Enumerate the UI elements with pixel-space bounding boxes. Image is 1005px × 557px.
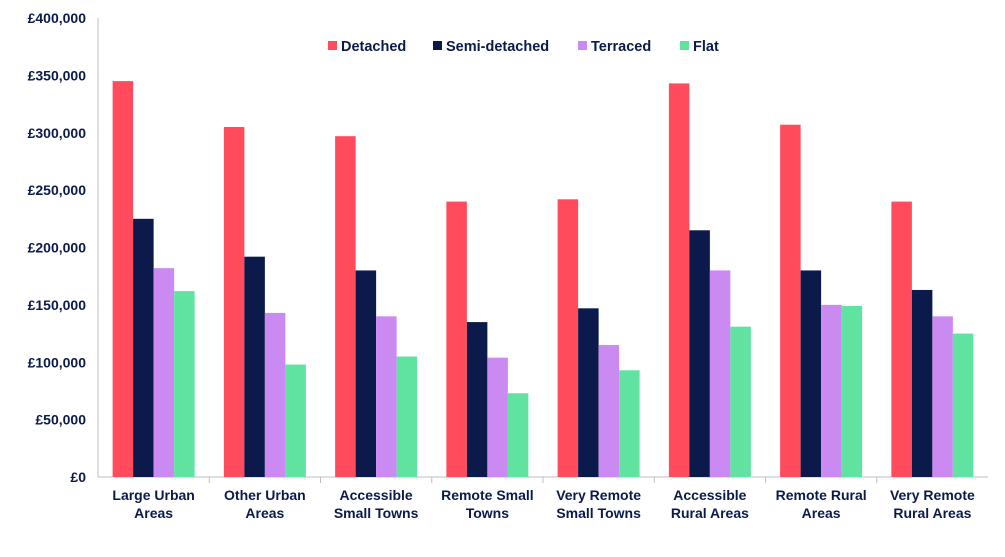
- y-tick-label: £300,000: [28, 125, 87, 141]
- y-tick-label: £0: [70, 469, 86, 485]
- bar-detached: [335, 136, 356, 477]
- x-tick-label: Areas: [802, 505, 841, 521]
- legend-item-flat: Flat: [680, 39, 719, 55]
- x-tick-label: Rural Areas: [893, 505, 971, 521]
- x-tick-label: Towns: [466, 505, 510, 521]
- legend-item-terraced: Terraced: [578, 39, 651, 55]
- bar-terraced: [264, 312, 286, 477]
- bar-terraced: [709, 270, 731, 477]
- axis-layer: £0 £50,000 £100,000 £150,000 £200,000 £250,00…: [28, 10, 988, 521]
- x-tick-label: Small Towns: [334, 505, 419, 521]
- bar-terraced: [932, 316, 953, 477]
- y-tick-label: £150,000: [28, 297, 87, 313]
- x-tick-label: Large Urban: [112, 487, 194, 503]
- bar-terraced: [598, 345, 620, 477]
- bar-semi-detached: [911, 289, 933, 477]
- legend-swatch: [328, 41, 337, 50]
- bar-flat: [619, 370, 640, 477]
- bar-terraced: [376, 316, 397, 477]
- legend-item-semi-detached: Semi-detached: [433, 39, 549, 55]
- bar-detached: [557, 199, 579, 477]
- x-tick-label: Very Remote: [556, 487, 641, 503]
- bar-detached: [446, 201, 467, 477]
- bar-terraced: [153, 268, 175, 477]
- y-tick-label: £350,000: [28, 67, 87, 83]
- bar-semi-detached: [133, 218, 154, 477]
- legend-label: Terraced: [591, 39, 651, 55]
- bar-detached: [223, 127, 245, 477]
- bar-semi-detached: [244, 256, 265, 477]
- y-tick-label: £250,000: [28, 182, 87, 198]
- bar-flat: [730, 326, 751, 477]
- x-tick-label: Accessible: [340, 487, 413, 503]
- x-tick-label: Rural Areas: [671, 505, 749, 521]
- bar-flat: [285, 364, 306, 477]
- legend-item-detached: Detached: [328, 39, 406, 55]
- y-tick-label: £100,000: [28, 354, 87, 370]
- bar-detached: [668, 83, 690, 477]
- legend: Detached Semi-detached Terraced Flat: [328, 39, 719, 55]
- bar-semi-detached: [466, 322, 488, 477]
- x-tick-label: Other Urban: [224, 487, 306, 503]
- legend-label: Flat: [693, 39, 719, 55]
- x-tick-label: Remote Small: [441, 487, 534, 503]
- bar-layer: [112, 81, 974, 478]
- legend-swatch: [433, 41, 442, 50]
- x-tick-label: Small Towns: [556, 505, 641, 521]
- bar-detached: [891, 201, 912, 477]
- x-tick-label: Areas: [245, 505, 284, 521]
- legend-swatch: [680, 41, 689, 50]
- bar-semi-detached: [355, 270, 377, 477]
- x-tick-label: Areas: [134, 505, 173, 521]
- bar-flat: [841, 306, 863, 477]
- x-tick-label: Very Remote: [890, 487, 975, 503]
- y-tick-label: £50,000: [35, 412, 86, 428]
- legend-label: Detached: [341, 39, 406, 55]
- bar-detached: [112, 81, 134, 478]
- legend-swatch: [578, 41, 587, 50]
- bar-flat: [396, 356, 418, 477]
- bar-detached: [780, 124, 801, 477]
- bar-terraced: [821, 304, 842, 477]
- bar-flat: [952, 333, 974, 477]
- bar-semi-detached: [689, 230, 710, 477]
- bar-flat: [174, 291, 195, 477]
- bar-terraced: [487, 357, 508, 477]
- bar-flat: [507, 393, 529, 477]
- bar-semi-detached: [800, 270, 822, 477]
- y-tick-label: £400,000: [28, 10, 87, 26]
- y-tick-label: £200,000: [28, 240, 87, 256]
- bar-semi-detached: [578, 308, 599, 477]
- x-tick-label: Accessible: [673, 487, 746, 503]
- x-tick-label: Remote Rural: [776, 487, 867, 503]
- legend-label: Semi-detached: [446, 39, 549, 55]
